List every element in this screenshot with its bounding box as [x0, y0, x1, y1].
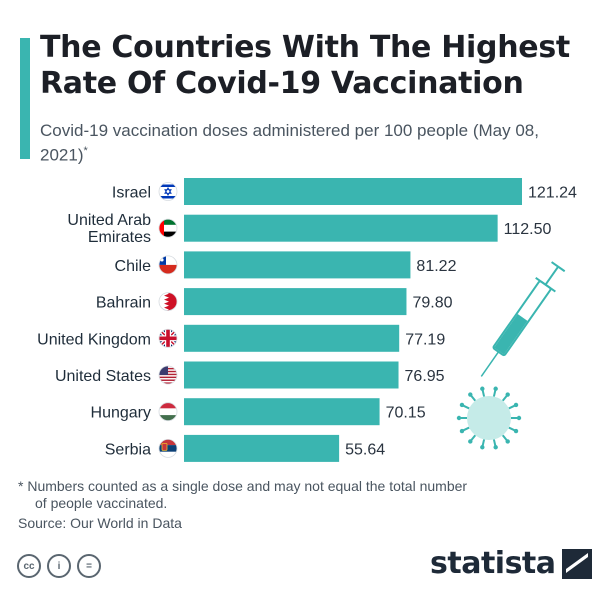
category-label: United Kingdom: [37, 331, 151, 348]
subtitle-text: Covid-19 vaccination doses administered …: [40, 121, 539, 165]
chile-flag-icon: [158, 255, 178, 275]
no-derivatives-icon[interactable]: =: [77, 554, 101, 578]
category-label: United States: [55, 368, 151, 385]
israel-flag-icon: [158, 182, 178, 201]
chart-subtitle: Covid-19 vaccination doses administered …: [40, 120, 580, 166]
category-label: Bahrain: [96, 295, 151, 312]
creative-commons-icon[interactable]: cc: [17, 554, 41, 578]
value-label: 70.15: [386, 405, 426, 422]
subtitle-footnote-mark: *: [83, 145, 88, 157]
bar-chile: [184, 251, 411, 279]
uk-flag-icon: [158, 328, 178, 348]
category-label: Hungary: [91, 405, 151, 422]
value-label: 79.80: [412, 295, 452, 312]
category-label: Chile: [115, 258, 152, 275]
bar-bahrain: [184, 288, 407, 316]
statista-logo-icon: [561, 548, 592, 579]
bar-united-kingdom: [184, 324, 400, 352]
bar-chart: 121.24 Israel 112.50 United Arab Emirates 81.…: [37, 178, 577, 462]
footnote: * Numbers counted as a single dose and m…: [18, 478, 558, 512]
value-label: 81.22: [416, 258, 456, 275]
source-text: Source: Our World in Data: [18, 515, 182, 531]
hungary-flag-icon: [158, 402, 178, 422]
bar-united-states: [184, 361, 399, 389]
category-label: United Arab Emirates: [67, 212, 151, 246]
statista-logo[interactable]: statista: [430, 546, 592, 581]
title-accent-bar: [20, 38, 30, 159]
footnote-line-2: of people vaccinated.: [35, 495, 168, 511]
syringe-virus-illustration: [456, 261, 566, 450]
value-label: 112.50: [504, 221, 552, 238]
license-icons: cc i =: [17, 554, 101, 578]
uae-flag-icon: [158, 218, 178, 238]
us-flag-icon: [158, 365, 178, 385]
bar-united-arab-emirates: [184, 214, 498, 242]
value-label: 77.19: [405, 331, 445, 348]
attribution-icon[interactable]: i: [47, 554, 71, 578]
value-label: 76.95: [405, 368, 445, 385]
value-label: 121.24: [528, 185, 577, 202]
serbia-flag-icon: [158, 438, 178, 458]
value-label: 55.64: [345, 441, 385, 458]
chart-title: The Countries With The Highest Rate Of C…: [40, 30, 570, 101]
bahrain-flag-icon: [158, 292, 178, 312]
bar-serbia: [184, 434, 340, 462]
category-label: Serbia: [105, 441, 151, 458]
footnote-line-1: * Numbers counted as a single dose and m…: [18, 478, 468, 494]
bar-hungary: [184, 398, 380, 426]
bar-israel: [184, 178, 522, 205]
logo-text: statista: [430, 546, 556, 581]
category-label: Israel: [112, 185, 151, 202]
